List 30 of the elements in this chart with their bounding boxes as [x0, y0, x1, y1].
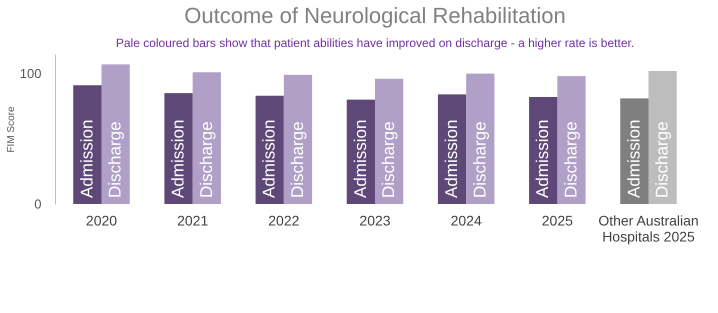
text: Admission: [260, 120, 279, 198]
text: Admission: [168, 120, 188, 198]
x-tick-label: Other Australian Hospitals 2025: [598, 212, 699, 244]
bar: [101, 64, 130, 204]
x-tick-label: 2020: [86, 212, 118, 228]
text: Discharge: [470, 121, 490, 198]
text: Admission: [533, 120, 552, 198]
chart-title: Outcome of Neurological Rehabilitation: [184, 3, 566, 28]
text: Pale coloured bars show that patient abilities have improved on discharge - a higher rate is better.: [116, 36, 634, 50]
text: Admission: [442, 120, 462, 198]
bar: [648, 70, 677, 204]
text: Discharge: [561, 121, 580, 198]
text: Discharge: [379, 121, 398, 198]
y-axis-title: FIM Score: [6, 106, 17, 153]
bar: [192, 72, 221, 204]
x-tick-label: 2022: [268, 212, 300, 228]
x-tick-label: 2023: [359, 212, 391, 228]
x-tick-label: 2021: [177, 212, 208, 228]
text: Discharge: [652, 121, 672, 198]
y-tick-label: 100: [20, 66, 42, 82]
series-label: Discharge: [106, 121, 125, 198]
y-tick-label: 0: [34, 196, 42, 212]
bar: [466, 74, 494, 204]
text: Admission: [624, 120, 644, 198]
x-tick-label: 2024: [450, 212, 482, 228]
x-tick-label: 2025: [542, 212, 574, 228]
series-label: Admission: [77, 120, 96, 198]
text: Discharge: [196, 121, 216, 198]
text: Discharge: [288, 121, 307, 198]
text: Admission: [350, 120, 370, 198]
